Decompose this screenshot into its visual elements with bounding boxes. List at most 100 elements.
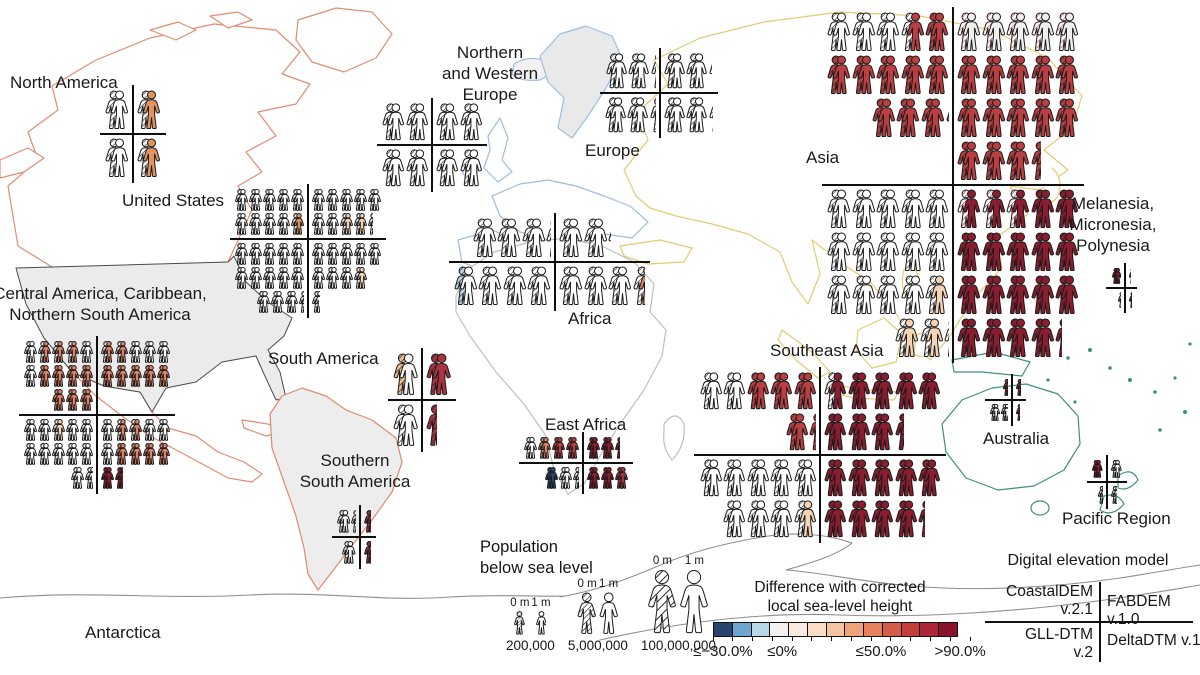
person-unit <box>105 90 129 130</box>
region-label-pacific-region: Pacific Region <box>1062 509 1171 528</box>
person-pair-icon <box>263 243 276 265</box>
person-unit <box>105 138 129 178</box>
asia-quadrant-tr <box>957 12 1079 181</box>
person-pair-icon <box>901 12 924 51</box>
icon-row <box>827 12 949 52</box>
person-unit <box>957 318 981 358</box>
person-pair-icon <box>382 103 404 141</box>
person-pair-icon <box>263 213 276 235</box>
person-pair-icon <box>982 318 1005 357</box>
person-pair-icon <box>52 443 65 465</box>
icon-row <box>137 138 161 178</box>
size-legend-value: 100,000,000 <box>640 638 716 653</box>
person-pair-icon <box>876 12 900 51</box>
person-unit <box>336 510 351 533</box>
person-unit <box>876 275 900 315</box>
icon-row <box>382 149 428 187</box>
north-america-quadrant-bl <box>105 138 129 178</box>
person-unit <box>921 98 945 138</box>
size-legend-column: 0 m <box>510 597 529 636</box>
person-pair-icon <box>249 189 262 211</box>
person-pair-icon <box>700 372 722 410</box>
asia-quadrant-br <box>957 189 1079 358</box>
region-oceania <box>941 342 1192 516</box>
dem-cross-horizontal-line <box>1106 287 1137 289</box>
colorbar-tick <box>930 636 931 641</box>
person-unit <box>651 53 656 89</box>
person-unit <box>249 267 262 289</box>
person-unit <box>1118 292 1121 308</box>
colorbar-tick <box>771 636 773 641</box>
icon-row <box>137 90 161 130</box>
icon-row <box>957 232 1079 272</box>
person-unit <box>101 419 114 441</box>
person-unit <box>263 267 276 289</box>
south-america-quadrant-br <box>426 404 438 447</box>
person-unit <box>1006 318 1030 358</box>
person-pair-icon <box>406 149 428 187</box>
southeast-asia-quadrant-tl <box>700 372 816 451</box>
icon-row <box>606 53 656 89</box>
person-pair-icon <box>249 267 262 289</box>
person-pair-icon <box>709 97 713 133</box>
person-pair-icon <box>925 189 949 228</box>
south-america-quadrant-tr <box>426 353 451 396</box>
icon-row <box>990 404 1008 421</box>
person-pair-icon <box>1016 379 1021 396</box>
person-unit <box>129 365 142 387</box>
person-pair-icon <box>340 267 353 289</box>
person-unit <box>257 291 270 313</box>
icon-row <box>895 318 949 358</box>
person-pair-icon <box>101 365 114 387</box>
person-pair-icon <box>426 353 451 395</box>
region-label-southeast-asia: Southeast Asia <box>770 341 884 360</box>
person-unit <box>340 213 353 235</box>
region-label-southern-south-america: Southern South America <box>299 451 411 492</box>
person-unit <box>1006 232 1030 272</box>
person-pair-icon <box>1001 404 1008 421</box>
person-unit <box>38 419 51 441</box>
person-unit <box>686 53 708 89</box>
person-unit <box>80 389 93 411</box>
person-pair-icon <box>101 419 114 441</box>
colorbar <box>713 621 970 637</box>
person-unit <box>1055 275 1079 315</box>
nw-europe-quadrant-tl <box>382 103 428 141</box>
person-pair-icon <box>406 103 428 141</box>
size-legend-value: 5,000,000 <box>567 638 628 653</box>
person-pair-icon <box>271 291 284 313</box>
person-pair-icon <box>827 189 851 228</box>
colorbar-tick <box>910 636 912 641</box>
icon-row <box>101 341 170 363</box>
person-unit <box>664 97 685 133</box>
person-pair-icon <box>52 341 65 363</box>
person-unit <box>80 365 93 387</box>
icon-row <box>312 291 320 313</box>
person-unit <box>460 103 483 141</box>
person-unit <box>382 103 405 141</box>
person-unit <box>871 500 894 538</box>
icon-row <box>24 365 93 387</box>
person-pair-icon <box>1006 189 1030 228</box>
person-unit <box>770 459 793 497</box>
person-unit <box>285 291 298 313</box>
person-pair-icon <box>354 243 367 265</box>
person-pair-icon <box>80 443 93 465</box>
person-pair-icon <box>66 389 79 411</box>
melanesia-quadrant-bl <box>1118 292 1121 308</box>
north-america-quadrant-tr <box>137 90 161 130</box>
person-pair-icon <box>925 275 949 314</box>
person-unit <box>1055 12 1079 52</box>
person-pair-icon <box>1006 318 1030 357</box>
depth-label: 0 m <box>652 554 672 567</box>
person-unit <box>1031 232 1055 272</box>
melanesia-quadrant-tl <box>1111 268 1122 284</box>
colorbar-tick <box>850 636 852 641</box>
person-pair-icon <box>129 443 142 465</box>
person-unit <box>901 55 925 95</box>
person-pair-icon <box>982 98 1005 137</box>
person-pair-icon <box>601 437 614 459</box>
icon-row <box>364 541 371 564</box>
icon-row <box>827 55 949 95</box>
person-unit <box>497 218 521 258</box>
